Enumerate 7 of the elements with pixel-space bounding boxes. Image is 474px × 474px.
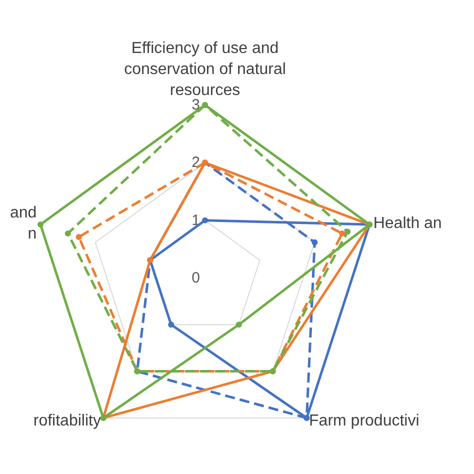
spoke-label: rofitability [33, 412, 101, 430]
spoke-label: Efficiency of use and conservation of natural resources [124, 40, 286, 99]
spoke-label: Farm productivi [309, 412, 420, 430]
y-tick-label: 3 [192, 96, 200, 114]
spoke-label: and n [10, 204, 37, 242]
y-tick-label: 0 [192, 270, 200, 286]
spoke-label: Health an [373, 214, 442, 232]
